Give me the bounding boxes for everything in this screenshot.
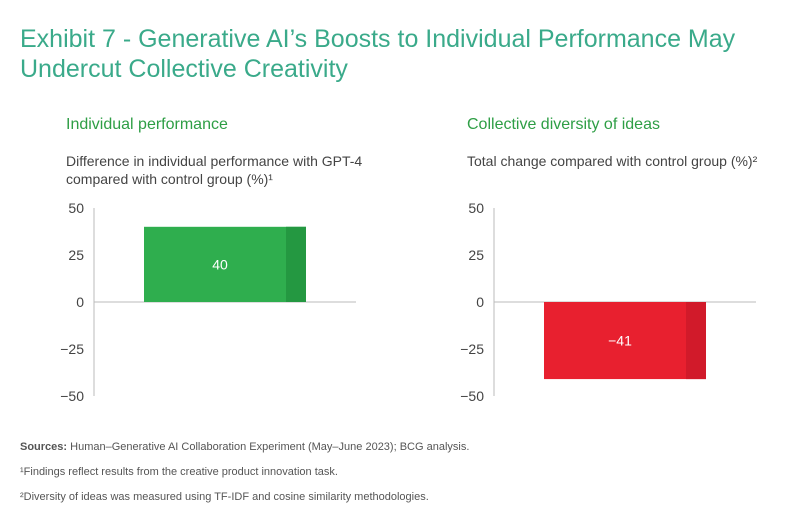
bar-shade [286, 226, 306, 302]
panel-subtitle-collective-diversity: Total change compared with control group… [467, 153, 758, 169]
y-tick-label: 25 [468, 247, 484, 263]
panel-heading-collective-diversity: Collective diversity of ideas [467, 116, 660, 133]
y-tick-label: 50 [68, 200, 84, 216]
sources-note: Sources: Human–Generative AI Collaborati… [20, 440, 469, 454]
panel-subtitle-individual-performance: Difference in individual performance wit… [66, 153, 363, 187]
bar [144, 226, 306, 302]
chart-collective-diversity-svg: 50 25 0 −25 −50 −41 [460, 200, 756, 404]
y-tick-label: −25 [60, 341, 84, 357]
exhibit-title: Exhibit 7 - Generative AI’s Boosts to In… [20, 25, 736, 83]
panel-heading-individual-performance: Individual performance [66, 116, 228, 133]
bar [544, 302, 706, 380]
y-tick-label: 0 [76, 294, 84, 310]
y-tick-label: −50 [60, 388, 84, 404]
footnote-1: ¹Findings reflect results from the creat… [20, 466, 338, 478]
chart-individual-performance-svg: 50 25 0 −25 −50 40 [60, 200, 356, 404]
sources-label: Sources: [20, 441, 68, 453]
y-tick-label: −25 [460, 341, 484, 357]
y-tick-label: −50 [460, 388, 484, 404]
footnotes: Sources: Human–Generative AI Collaborati… [20, 440, 469, 515]
bar-value-label: −41 [608, 333, 632, 349]
y-tick-label: 50 [468, 200, 484, 216]
chart-individual-performance: 50 25 0 −25 −50 40 [40, 200, 370, 410]
sources-text: Human–Generative AI Collaboration Experi… [67, 441, 470, 453]
chart-collective-diversity: 50 25 0 −25 −50 −41 [440, 200, 770, 410]
bar-value-label: 40 [212, 256, 228, 272]
bar-shade [686, 302, 706, 380]
y-tick-label: 0 [476, 294, 484, 310]
y-tick-label: 25 [68, 247, 84, 263]
footnote-2: ²Diversity of ideas was measured using T… [20, 491, 429, 503]
